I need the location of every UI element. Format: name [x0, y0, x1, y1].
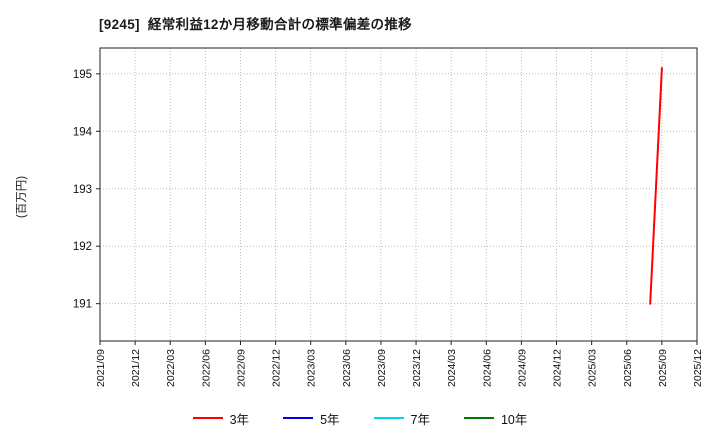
legend-swatch-3y-icon	[192, 416, 223, 420]
legend-item-10y: 10年	[463, 409, 528, 428]
x-tick-label: 2022/09	[235, 349, 247, 387]
series-line-3年	[649, 67, 663, 305]
x-tick-label: 2024/06	[481, 349, 493, 387]
x-tick-label: 2022/12	[271, 349, 283, 387]
y-tick-label: 192	[73, 241, 92, 253]
y-tick-label: 193	[73, 184, 92, 196]
legend-swatch-5y-icon	[283, 416, 314, 420]
legend-label-3y: 3年	[229, 412, 250, 427]
y-tick-label: 194	[73, 126, 93, 138]
x-tick-label: 2022/06	[200, 349, 212, 387]
x-tick-label: 2023/09	[376, 349, 388, 387]
legend-label-7y: 7年	[410, 412, 430, 427]
x-tick-label: 2021/12	[130, 349, 142, 387]
legend: 3年 5年 7年 10年	[0, 406, 720, 430]
legend-item-5y: 5年	[283, 409, 340, 428]
legend-swatch-10y-icon	[463, 416, 494, 420]
x-tick-label: 2025/09	[657, 349, 669, 387]
x-tick-label: 2022/03	[165, 349, 177, 387]
legend-item-3y: 3年	[192, 409, 250, 428]
legend-label-5y: 5年	[320, 412, 340, 427]
legend-label-10y: 10年	[500, 412, 528, 427]
chart-title: [9245] 経常利益12か月移動合計の標準偏差の推移	[99, 17, 412, 32]
x-tick-label: 2023/06	[341, 349, 353, 387]
x-tick-label: 2025/03	[587, 349, 599, 387]
x-tick-label: 2024/09	[516, 349, 528, 387]
plot-frame	[99, 47, 698, 342]
x-tick-label: 2023/03	[306, 349, 318, 387]
x-tick-label: 2024/12	[552, 349, 564, 387]
x-tick-label: 2023/12	[411, 349, 423, 387]
x-tick-label: 2025/06	[622, 349, 634, 387]
x-tick-label: 2021/09	[95, 349, 107, 387]
y-tick-label: 195	[73, 69, 92, 81]
legend-item-7y: 7年	[373, 409, 430, 428]
x-tick-label: 2024/03	[446, 349, 458, 387]
y-tick-label: 191	[73, 299, 92, 311]
legend-swatch-7y-icon	[373, 416, 404, 420]
x-tick-label: 2025/12	[692, 349, 704, 387]
